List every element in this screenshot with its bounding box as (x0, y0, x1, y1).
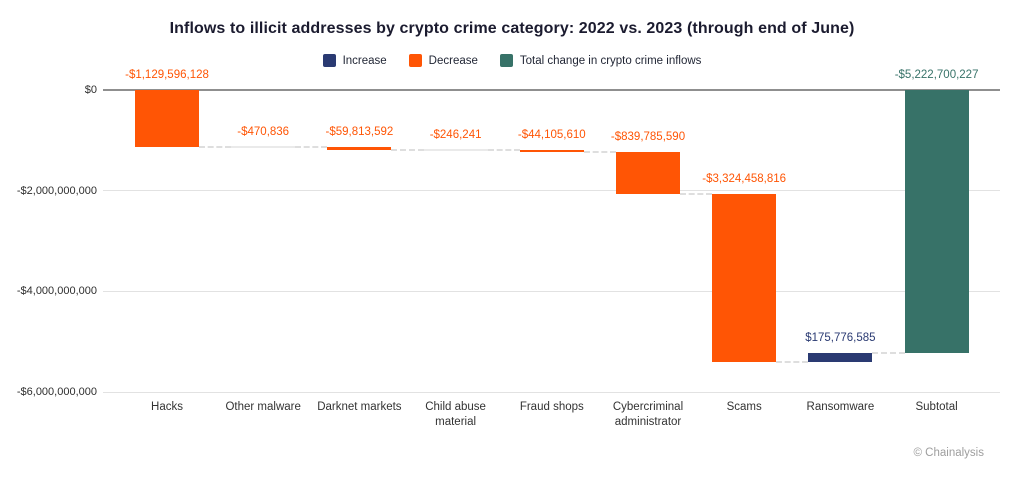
y-axis-tick-label: -$2,000,000,000 (16, 184, 97, 197)
legend-label: Decrease (428, 54, 478, 67)
bar-near-zero (231, 145, 296, 148)
x-axis-category-label: Cybercriminal administrator (612, 401, 684, 428)
bar-value-label: -$59,813,592 (325, 125, 394, 138)
bar-value-label: -$5,222,700,227 (894, 69, 979, 81)
x-axis-category-label: Darknet markets (317, 401, 402, 413)
bar-decrease (616, 152, 680, 195)
y-axis-tick-label: -$6,000,000,000 (16, 386, 97, 398)
bar-value-label: -$839,785,590 (610, 131, 686, 144)
legend-swatch-increase (322, 54, 336, 67)
connector-line (680, 193, 713, 196)
bar-near-zero (423, 148, 488, 151)
x-axis-category-label: Fraud shops (519, 401, 584, 413)
legend-item-increase: Increase (322, 54, 387, 67)
gridline (103, 290, 1000, 292)
x-axis-category-label: Other malware (225, 401, 301, 413)
gridline (103, 391, 1000, 393)
bar-value-label: -$470,836 (237, 125, 290, 138)
y-axis-tick-label: $0 (84, 84, 97, 96)
bar-value-label: -$246,241 (429, 128, 482, 141)
legend: Increase Decrease Total change in crypto c… (0, 54, 1024, 67)
connector-line (391, 148, 424, 151)
bar-decrease (135, 90, 199, 147)
legend-item-total: Total change in crypto crime inflows (499, 54, 702, 67)
bar-decrease (519, 149, 584, 153)
connector-line (872, 351, 905, 354)
y-axis-tick-label: -$4,000,000,000 (16, 285, 97, 298)
bar-value-label: -$3,324,458,816 (702, 173, 787, 186)
bar-decrease (327, 146, 392, 150)
zero-axis-line (103, 89, 1000, 91)
x-axis-category-label: Child abuse material (425, 401, 486, 428)
connector-line (487, 148, 520, 151)
x-axis-category-label: Hacks (151, 401, 183, 413)
connector-line (295, 145, 328, 148)
bar-value-label: $175,776,585 (805, 331, 876, 344)
bar-total (904, 90, 969, 353)
x-axis-category-label: Subtotal (915, 401, 958, 413)
chart-title: Inflows to illicit addresses by crypto c… (169, 20, 855, 37)
connector-line (583, 151, 616, 154)
attribution-text: © Chainalysis (913, 447, 984, 459)
legend-swatch-total (499, 54, 513, 67)
bar-increase (808, 352, 873, 362)
connector-line (776, 360, 809, 363)
bar-decrease (712, 194, 777, 362)
bar-value-label: -$1,129,596,128 (125, 69, 209, 81)
bar-value-label: -$44,105,610 (517, 128, 586, 141)
connector-line (199, 145, 232, 148)
x-axis-category-label: Ransomware (806, 401, 875, 413)
legend-label: Increase (342, 54, 387, 67)
gridline (103, 190, 1000, 192)
x-axis-category-label: Scams (726, 401, 762, 413)
legend-item-decrease: Decrease (408, 54, 478, 67)
legend-swatch-decrease (408, 54, 422, 67)
legend-label: Total change in crypto crime inflows (519, 54, 702, 67)
